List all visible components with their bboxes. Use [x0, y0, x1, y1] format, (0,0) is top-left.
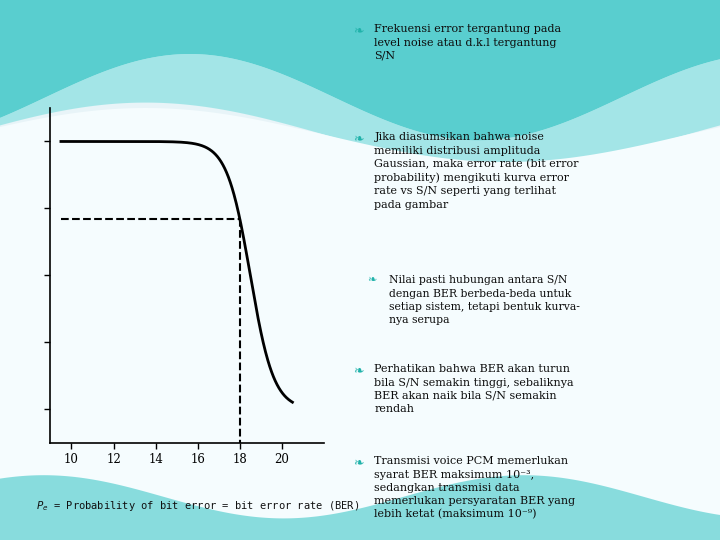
Text: Perhatikan bahwa BER akan turun
bila S/N semakin tinggi, sebaliknya
BER akan nai: Perhatikan bahwa BER akan turun bila S/N… [374, 364, 574, 414]
Text: ❧: ❧ [353, 364, 364, 377]
Text: Transmisi voice PCM memerlukan
syarat BER maksimum 10⁻³,
sedangkan transmisi dat: Transmisi voice PCM memerlukan syarat BE… [374, 456, 575, 519]
Text: ❧: ❧ [367, 275, 377, 286]
Text: $10^{-5}$: $10^{-5}$ [0, 200, 1, 217]
Text: $10^{-11}$: $10^{-11}$ [0, 401, 1, 417]
Polygon shape [0, 54, 720, 167]
Text: $10^{-7}$: $10^{-7}$ [0, 267, 1, 284]
Text: ❧: ❧ [353, 24, 364, 37]
Text: Frekuensi error tergantung pada
level noise atau d.k.l tergantung
S/N: Frekuensi error tergantung pada level no… [374, 24, 562, 60]
Text: $P_e$ = Probability of bit error = bit error rate (BER): $P_e$ = Probability of bit error = bit e… [36, 499, 359, 513]
Text: Jika diasumsikan bahwa noise
memiliki distribusi amplituda
Gaussian, maka error : Jika diasumsikan bahwa noise memiliki di… [374, 132, 579, 210]
Polygon shape [0, 0, 720, 140]
Text: Nilai pasti hubungan antara S/N
dengan BER berbeda-beda untuk
setiap sistem, tet: Nilai pasti hubungan antara S/N dengan B… [389, 275, 580, 325]
Polygon shape [0, 108, 720, 540]
Polygon shape [0, 475, 720, 540]
Text: ❧: ❧ [353, 456, 364, 469]
Text: ❧: ❧ [353, 132, 364, 145]
Text: $10^{-9}$: $10^{-9}$ [0, 334, 1, 350]
Text: $10^{-3}$: $10^{-3}$ [0, 133, 1, 150]
